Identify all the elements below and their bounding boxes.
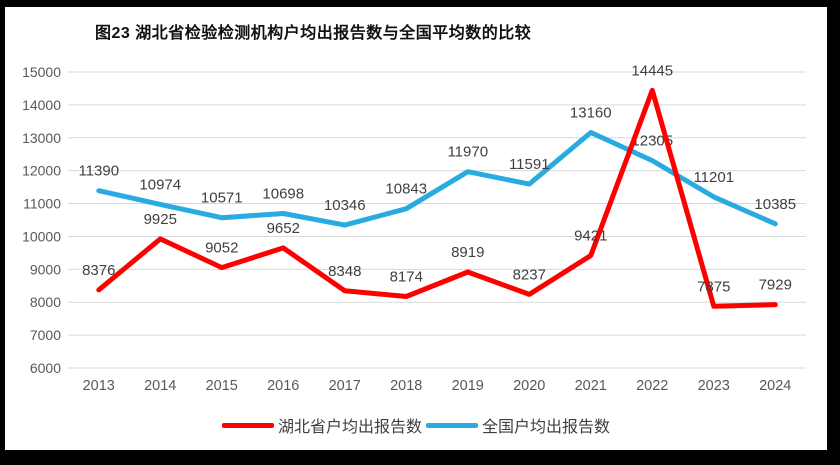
x-axis-tick-label: 2015: [206, 378, 238, 394]
y-axis-tick-label: 9000: [30, 261, 61, 277]
data-label: 14445: [631, 62, 673, 79]
data-label: 10698: [262, 185, 304, 202]
x-axis-tick-label: 2020: [513, 378, 545, 394]
data-label: 10385: [754, 196, 796, 213]
x-axis-tick-label: 2023: [698, 378, 730, 394]
series-line-0: [96, 87, 778, 309]
y-axis-tick-label: 15000: [22, 64, 61, 80]
data-label: 8376: [82, 262, 115, 279]
data-label: 7929: [759, 277, 792, 294]
y-axis-tick-label: 7000: [30, 327, 61, 343]
data-label: 8174: [390, 268, 423, 285]
x-axis-tick-label: 2017: [329, 378, 361, 394]
legend-line-sample-red: [221, 422, 274, 428]
y-axis-tick-label: 13000: [22, 130, 61, 146]
legend-item-hubei: 湖北省户均出报告数: [221, 413, 422, 437]
y-axis-tick-label: 6000: [30, 360, 61, 376]
x-axis-tick-label: 2018: [390, 378, 422, 394]
data-label: 11970: [447, 144, 488, 161]
data-label: 11591: [509, 156, 550, 173]
data-label: 9925: [144, 211, 177, 228]
data-label: 10346: [324, 197, 366, 214]
y-axis-tick-label: 10000: [22, 228, 61, 244]
x-axis-tick-label: 2019: [452, 378, 484, 394]
series-line-1: [96, 130, 778, 228]
x-axis-tick-label: 2022: [636, 378, 668, 394]
line-chart: 6000 7000 8000 9000 10000 11000 12000 13000 1400…: [22, 62, 806, 394]
y-axis-tick-label: 8000: [30, 294, 61, 310]
legend-item-national: 全国户均出报告数: [426, 413, 610, 437]
data-label: 8237: [513, 266, 546, 283]
legend-label-hubei: 湖北省户均出报告数: [277, 419, 422, 436]
x-axis-tick-label: 2013: [83, 378, 115, 394]
data-label: 10571: [201, 190, 243, 207]
data-label: 9652: [267, 220, 300, 237]
chart-area: 图23 湖北省检验检测机构户均出报告数与全国平均数的比较 6000 7000 800…: [5, 7, 827, 450]
y-axis-tick-label: 14000: [22, 97, 61, 113]
data-label: 8919: [451, 244, 484, 261]
data-label: 13160: [570, 105, 612, 122]
data-label: 9052: [205, 240, 238, 257]
legend-label-national: 全国户均出报告数: [482, 419, 611, 436]
x-axis-tick-label: 2024: [759, 378, 791, 394]
data-label: 10843: [385, 181, 427, 198]
x-axis-tick-label: 2016: [267, 378, 299, 394]
data-label: 12305: [631, 133, 673, 150]
legend-line-sample-blue: [426, 422, 478, 428]
chart-title: 图23 湖北省检验检测机构户均出报告数与全国平均数的比较: [95, 25, 532, 42]
data-label: 11201: [693, 169, 734, 186]
legend: 湖北省户均出报告数 全国户均出报告数: [5, 413, 827, 437]
y-axis-tick-label: 11000: [23, 196, 61, 212]
data-label: 10974: [139, 176, 181, 193]
data-label: 7875: [697, 278, 730, 295]
y-axis-tick-label: 12000: [22, 163, 61, 179]
data-label: 9421: [574, 227, 607, 244]
x-axis-tick-label: 2014: [144, 378, 176, 394]
x-axis-tick-label: 2021: [575, 378, 607, 394]
data-label: 11390: [78, 163, 119, 180]
data-label: 8348: [328, 263, 361, 280]
